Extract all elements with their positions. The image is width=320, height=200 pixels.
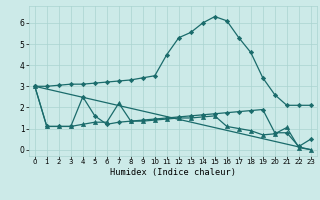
X-axis label: Humidex (Indice chaleur): Humidex (Indice chaleur) <box>110 168 236 177</box>
